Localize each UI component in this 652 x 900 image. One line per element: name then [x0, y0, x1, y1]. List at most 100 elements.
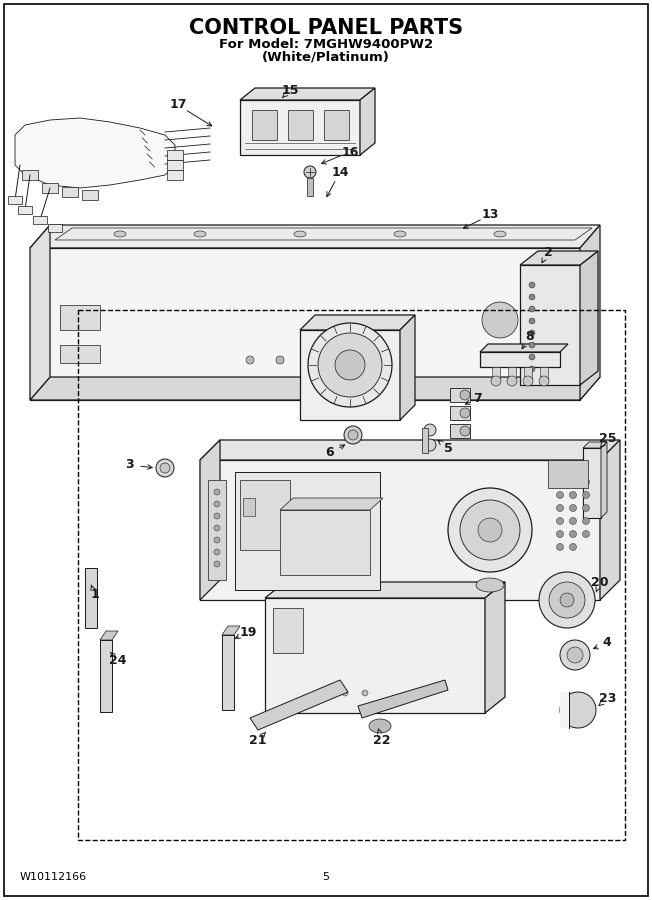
Bar [8, 196, 22, 204]
Circle shape [529, 294, 535, 300]
Circle shape [318, 333, 382, 397]
Ellipse shape [394, 231, 406, 237]
Circle shape [557, 530, 563, 537]
Circle shape [560, 692, 596, 728]
Bar [60, 305, 100, 330]
Ellipse shape [114, 231, 126, 237]
Text: 5: 5 [323, 872, 329, 882]
Circle shape [214, 525, 220, 531]
Circle shape [214, 489, 220, 495]
Circle shape [482, 302, 518, 338]
Bar [167, 170, 183, 180]
Circle shape [348, 430, 358, 440]
Bar [252, 110, 277, 140]
Bar [48, 224, 62, 232]
Circle shape [214, 501, 220, 507]
Bar [240, 100, 360, 155]
Circle shape [557, 505, 563, 511]
Polygon shape [265, 582, 505, 598]
Polygon shape [601, 442, 607, 518]
Circle shape [214, 513, 220, 519]
Polygon shape [30, 225, 50, 400]
Ellipse shape [194, 231, 206, 237]
Circle shape [557, 518, 563, 525]
Bar [85, 568, 97, 628]
Polygon shape [280, 498, 383, 510]
Circle shape [448, 488, 532, 572]
Circle shape [322, 690, 328, 696]
Bar [167, 160, 183, 170]
Circle shape [567, 647, 583, 663]
Text: 2: 2 [544, 246, 552, 258]
Circle shape [156, 459, 174, 477]
Polygon shape [200, 440, 220, 600]
Circle shape [460, 408, 470, 418]
Circle shape [478, 518, 502, 542]
Polygon shape [200, 460, 600, 600]
Bar [450, 424, 470, 438]
Polygon shape [30, 248, 580, 400]
Polygon shape [583, 442, 607, 448]
Bar [508, 367, 516, 381]
Polygon shape [600, 440, 620, 600]
Bar [422, 428, 428, 453]
Circle shape [460, 390, 470, 400]
Bar [208, 480, 226, 580]
Ellipse shape [369, 719, 391, 733]
Circle shape [529, 330, 535, 336]
Circle shape [557, 491, 563, 499]
Text: 1: 1 [91, 589, 99, 601]
Text: For Model: 7MGHW9400PW2: For Model: 7MGHW9400PW2 [219, 38, 433, 51]
Circle shape [214, 561, 220, 567]
Circle shape [335, 350, 365, 380]
Bar [42, 183, 58, 193]
Polygon shape [520, 251, 598, 265]
Bar [540, 367, 548, 381]
Circle shape [569, 505, 576, 511]
Circle shape [344, 426, 362, 444]
Circle shape [569, 518, 576, 525]
Text: 8: 8 [526, 329, 534, 343]
Circle shape [582, 479, 589, 485]
Polygon shape [235, 472, 380, 590]
Circle shape [214, 549, 220, 555]
Bar [167, 150, 183, 160]
Circle shape [569, 530, 576, 537]
Polygon shape [250, 680, 348, 730]
Circle shape [569, 491, 576, 499]
Text: (White/Platinum): (White/Platinum) [262, 51, 390, 64]
Bar [60, 345, 100, 363]
Circle shape [529, 318, 535, 324]
Bar [524, 367, 532, 381]
Polygon shape [200, 440, 620, 460]
Text: CONTROL PANEL PARTS: CONTROL PANEL PARTS [189, 18, 463, 38]
Text: 14: 14 [331, 166, 349, 178]
Bar [222, 635, 234, 710]
Polygon shape [240, 88, 375, 100]
Text: W10112166: W10112166 [20, 872, 87, 882]
Bar [560, 692, 569, 728]
Bar [62, 187, 78, 197]
Bar [583, 448, 601, 518]
Circle shape [362, 690, 368, 696]
Polygon shape [485, 582, 505, 713]
Text: 7: 7 [473, 392, 482, 404]
Circle shape [539, 572, 595, 628]
Circle shape [582, 530, 589, 537]
Bar [492, 367, 500, 381]
Text: 20: 20 [591, 575, 609, 589]
Circle shape [582, 491, 589, 499]
Circle shape [491, 376, 501, 386]
Text: 16: 16 [341, 146, 359, 158]
Circle shape [529, 342, 535, 348]
Text: 22: 22 [373, 734, 391, 746]
Ellipse shape [294, 231, 306, 237]
Polygon shape [580, 225, 600, 400]
Circle shape [460, 426, 470, 436]
Circle shape [582, 505, 589, 511]
Bar [33, 216, 47, 224]
Text: 23: 23 [599, 691, 617, 705]
Bar [300, 330, 400, 420]
Circle shape [557, 544, 563, 551]
Polygon shape [100, 631, 118, 640]
